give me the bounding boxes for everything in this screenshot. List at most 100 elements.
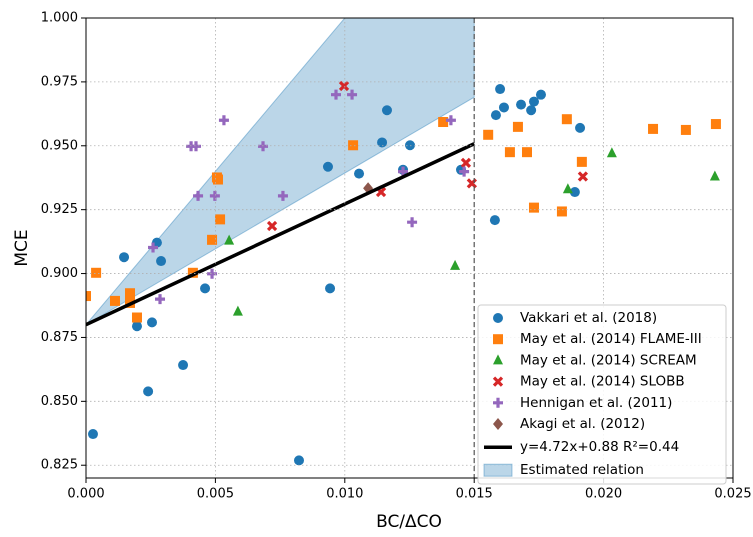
point	[489, 215, 500, 226]
point	[209, 190, 220, 201]
point	[459, 166, 470, 177]
point	[338, 80, 350, 92]
y-tick-label: 0.825	[41, 458, 78, 473]
point	[569, 187, 580, 198]
x-tick-label: 0.025	[714, 487, 751, 502]
point	[212, 174, 223, 185]
legend-marker	[493, 354, 503, 365]
point	[325, 283, 336, 294]
legend-label: Akagi et al. (2012)	[520, 416, 645, 432]
point	[232, 305, 243, 316]
point	[224, 234, 235, 245]
point	[86, 291, 91, 302]
y-tick-label: 0.950	[41, 138, 78, 153]
point	[504, 147, 515, 158]
point	[528, 96, 539, 107]
point	[381, 105, 392, 116]
legend-label: Estimated relation	[520, 462, 644, 478]
point	[516, 99, 527, 110]
y-tick-label: 0.925	[41, 202, 78, 217]
point	[200, 283, 211, 294]
legend-label: May et al. (2014) FLAME-III	[520, 331, 702, 347]
fit-line	[86, 142, 475, 327]
point	[348, 140, 359, 151]
point	[648, 123, 659, 134]
point	[709, 170, 720, 181]
point	[155, 294, 166, 305]
point	[119, 252, 130, 263]
legend-marker	[492, 376, 504, 387]
point	[218, 115, 229, 126]
point	[450, 259, 461, 270]
point	[354, 168, 365, 179]
x-tick-label: 0.000	[67, 487, 104, 502]
point	[124, 288, 135, 299]
point	[460, 157, 472, 169]
point	[483, 129, 494, 140]
point	[277, 190, 288, 201]
point	[187, 267, 198, 278]
point	[215, 214, 226, 225]
point	[398, 166, 409, 177]
y-tick-label: 0.850	[41, 394, 78, 409]
legend-label: May et al. (2014) SLOBB	[520, 374, 685, 390]
point	[405, 140, 416, 151]
point	[156, 256, 167, 267]
point	[377, 137, 388, 148]
point	[521, 147, 532, 158]
point	[91, 267, 102, 278]
point	[258, 141, 269, 152]
point	[577, 171, 589, 182]
x-tick-label: 0.020	[585, 487, 622, 502]
point	[710, 119, 721, 130]
point	[495, 84, 506, 95]
point	[322, 161, 333, 172]
point	[606, 147, 617, 158]
x-tick-label: 0.015	[456, 487, 493, 502]
point	[576, 156, 587, 167]
x-axis-label: BC/ΔCO	[376, 512, 442, 532]
point	[131, 312, 142, 323]
point	[535, 89, 546, 100]
y-axis-label: MCE	[12, 229, 32, 266]
point	[526, 105, 537, 116]
point	[512, 121, 523, 132]
point	[556, 206, 567, 217]
legend-box	[477, 304, 727, 485]
point	[87, 429, 98, 440]
point	[148, 242, 159, 253]
plot-area	[86, 18, 721, 466]
point	[146, 317, 157, 328]
legend-label: Hennigan et al. (2011)	[520, 395, 672, 411]
point	[331, 89, 342, 100]
point	[490, 110, 501, 121]
point	[575, 122, 586, 133]
x-tick-label: 0.010	[326, 487, 363, 502]
axes-frame	[85, 17, 734, 479]
point	[293, 455, 304, 466]
point	[131, 321, 142, 332]
legend-marker	[493, 313, 503, 323]
legend-marker	[493, 334, 503, 345]
point	[193, 190, 204, 201]
x-tick-label: 0.005	[197, 487, 234, 502]
point	[347, 89, 358, 100]
y-tick-label: 0.975	[41, 74, 78, 89]
y-tick-label: 0.900	[41, 266, 78, 281]
point	[190, 141, 201, 152]
point	[528, 202, 539, 213]
point	[438, 117, 449, 128]
band	[86, 18, 475, 326]
legend-marker	[493, 418, 503, 430]
legend-label: May et al. (2014) SCREAM	[520, 352, 697, 368]
point	[143, 386, 154, 397]
point	[207, 234, 218, 245]
point	[109, 295, 120, 306]
legend-label: y=4.72x+0.88 R²=0.44	[520, 439, 679, 455]
point	[561, 114, 572, 125]
point	[266, 220, 278, 232]
y-tick-label: 0.875	[41, 330, 78, 345]
legend-label: Vakkari et al. (2018)	[520, 310, 657, 326]
point	[498, 102, 509, 113]
